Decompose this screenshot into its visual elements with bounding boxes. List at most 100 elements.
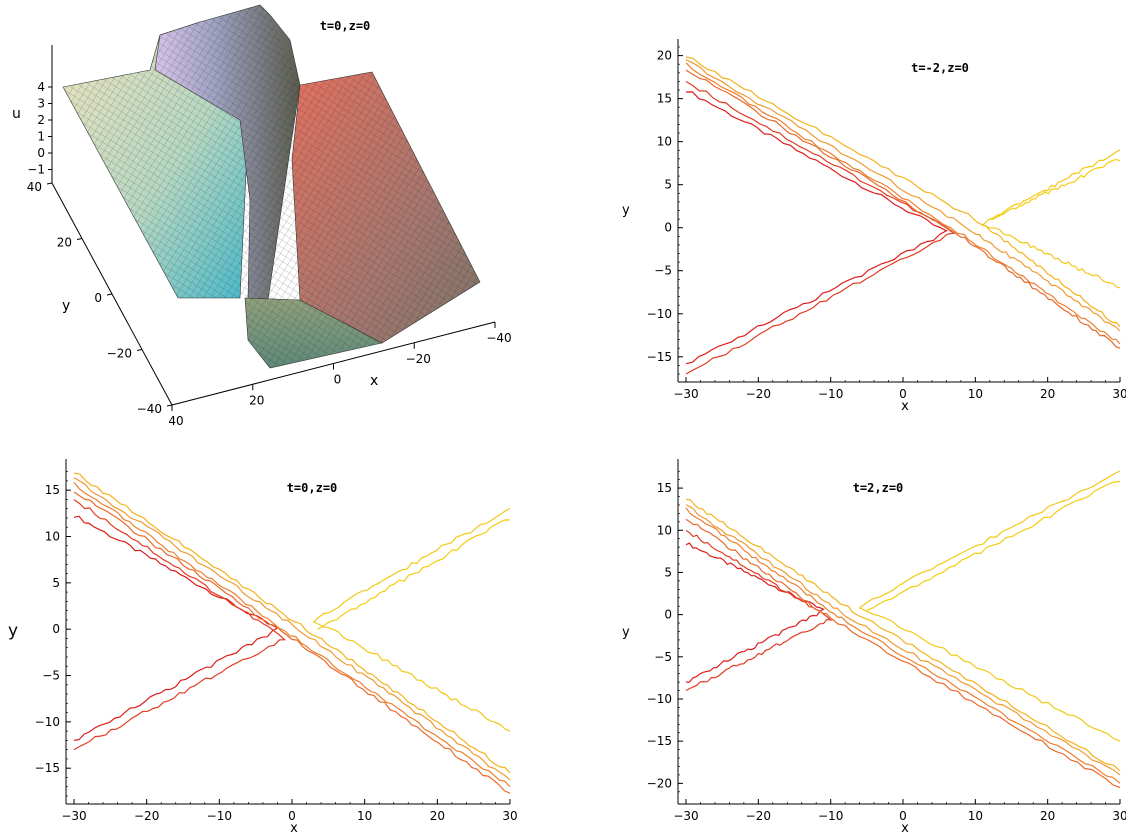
- contour-line: [858, 470, 1121, 742]
- x-tick-label: 30: [1112, 809, 1126, 823]
- surface-xtick-label: 20: [249, 393, 264, 407]
- panel-title: t=0,z=0: [287, 481, 338, 495]
- surface-ztick-label: 1: [37, 130, 45, 144]
- x-tick-label: −10: [207, 809, 232, 823]
- y-tick-label: 0: [664, 608, 672, 622]
- x-tick-label: 10: [968, 387, 983, 401]
- surface-ztick-label: 3: [37, 97, 45, 111]
- y-tick-label: −20: [647, 776, 672, 790]
- y-tick-label: −15: [647, 734, 672, 748]
- y-tick-label: −5: [654, 650, 672, 664]
- surface-xlabel: x: [370, 373, 378, 389]
- x-tick-label: 20: [1040, 809, 1055, 823]
- contour-line: [73, 481, 511, 788]
- y-tick-label: 0: [664, 221, 672, 235]
- contour-line: [685, 80, 956, 375]
- x-tick-label: −10: [818, 809, 843, 823]
- surface-xtick-label: −40: [486, 331, 511, 345]
- contour-line: [685, 507, 1121, 784]
- contour-line: [317, 519, 511, 630]
- contour-panel-t0: −15 −10 −5 0 5 10 15 −30 −20 −10 0 10 20 30 x y t=0,z=0: [8, 459, 518, 834]
- surface-ytick: [46, 182, 53, 185]
- contour-line: [866, 480, 1121, 611]
- x-tick-label: 20: [430, 809, 445, 823]
- contour-line: [73, 477, 511, 781]
- x-tick-label: 10: [968, 809, 983, 823]
- x-axis-label: x: [290, 821, 298, 834]
- contour-line: [981, 149, 1121, 289]
- y-tick-label: 10: [657, 135, 672, 149]
- surface-ytick-label: −20: [107, 347, 132, 361]
- y-tick-label: 5: [664, 565, 672, 579]
- y-tick-label: 10: [657, 523, 672, 537]
- surface-ytick: [76, 238, 83, 240]
- contour-line: [989, 158, 1121, 220]
- surface-zlabel: u: [12, 106, 21, 122]
- surface-xtick-label: 40: [168, 414, 183, 428]
- x-tick-label: 30: [1112, 387, 1126, 401]
- y-tick-label: 15: [657, 481, 672, 495]
- contour-line: [685, 59, 1121, 332]
- y-tick-label: 5: [52, 576, 60, 590]
- panel-title: t=2,z=0: [853, 481, 904, 495]
- surface-ylabel: y: [62, 298, 70, 314]
- contour-line: [685, 69, 1121, 349]
- x-tick-label: −20: [746, 809, 771, 823]
- surface-ytick: [166, 404, 173, 407]
- contour-line: [685, 56, 1121, 328]
- x-tick-label: 10: [357, 809, 372, 823]
- y-tick-label: −10: [35, 715, 60, 729]
- surface-ticks: −1 0 1 2 3 4 −40 −20 0 20 40 40 20 0 −20 −40: [27, 80, 512, 428]
- surface-title: t=0,z=0: [320, 19, 371, 33]
- contour-line: [685, 504, 1121, 776]
- y-tick-label: −15: [647, 350, 672, 364]
- y-axis-label: y: [8, 621, 18, 641]
- contour-line: [685, 91, 948, 365]
- y-tick-label: 15: [45, 483, 60, 497]
- x-tick-label: −30: [673, 387, 698, 401]
- contour-panel-t-2: −15 −10 −5 0 5 10 15 20 −30 −20 −10 0 10 20 30 x y t=-2,z…: [622, 39, 1126, 414]
- y-tick-label: 20: [657, 49, 672, 63]
- contour-line: [685, 518, 1121, 789]
- x-tick-label: 0: [288, 809, 296, 823]
- contour-line: [73, 515, 279, 741]
- x-tick-label: −30: [61, 809, 86, 823]
- surface-ytick-label: 40: [27, 180, 42, 194]
- contour-line: [685, 529, 833, 692]
- x-axis-label: x: [901, 399, 909, 414]
- x-tick-label: −20: [746, 387, 771, 401]
- contour-line: [73, 499, 287, 751]
- x-tick-label: −20: [134, 809, 159, 823]
- surface-ytick: [106, 293, 113, 296]
- surface-mesh: [62, 4, 481, 369]
- y-tick-label: −5: [654, 264, 672, 278]
- surface-xtick-label: 0: [334, 373, 342, 387]
- y-tick-label: −10: [647, 307, 672, 321]
- surface-ytick-label: 20: [57, 236, 72, 250]
- y-tick-label: 10: [45, 530, 60, 544]
- y-tick-label: −5: [42, 669, 60, 683]
- y-tick-label: 0: [52, 622, 60, 636]
- surface-panel: t=0,z=0: [12, 4, 512, 428]
- x-tick-label: −30: [673, 809, 698, 823]
- x-tick-label: 30: [502, 809, 517, 823]
- surface-ztick-label: 2: [37, 113, 45, 127]
- y-axis-label: y: [622, 203, 630, 218]
- y-tick-label: 5: [664, 178, 672, 192]
- surface-ytick-label: −40: [137, 402, 162, 416]
- panel-title: t=-2,z=0: [911, 61, 969, 75]
- surface-ytick: [136, 349, 143, 351]
- surface-ytick-label: 0: [94, 291, 102, 305]
- surface-ztick-label: −1: [27, 163, 45, 177]
- contour-line: [312, 507, 511, 732]
- surface-xtick-label: −20: [406, 352, 431, 366]
- contour-line: [73, 491, 511, 794]
- surface-ztick-label: 0: [37, 146, 45, 160]
- x-tick-label: −10: [818, 387, 843, 401]
- y-axis-label: y: [622, 625, 630, 640]
- contour-line: [685, 62, 1121, 345]
- x-tick-label: 0: [899, 387, 907, 401]
- x-tick-label: 0: [899, 809, 907, 823]
- contour-line: [73, 472, 511, 774]
